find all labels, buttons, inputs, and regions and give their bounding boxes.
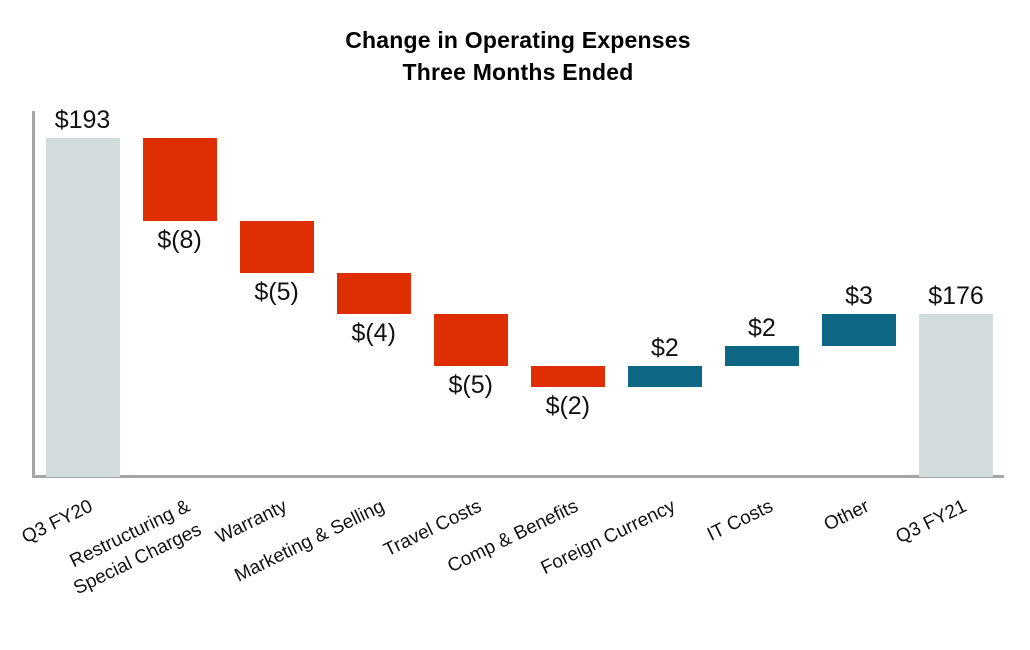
bar-other xyxy=(821,314,896,346)
x-label-other: Other xyxy=(820,494,874,538)
y-axis-line xyxy=(32,111,35,477)
bar-restructuring-special-charges xyxy=(142,138,217,222)
bar-it-costs xyxy=(724,345,799,367)
value-label-foreign-currency: $2 xyxy=(650,334,679,363)
bar-warranty xyxy=(239,221,314,273)
value-label-travel-costs: $(5) xyxy=(448,371,493,400)
bar-foreign-currency xyxy=(627,366,702,388)
value-label-it-costs: $2 xyxy=(748,313,776,342)
value-label-q3-fy20: $193 xyxy=(54,106,111,135)
chart-title: Change in Operating Expenses xyxy=(345,27,691,53)
x-axis-line xyxy=(32,475,1004,478)
bar-marketing-selling xyxy=(336,272,411,315)
x-label-line: Other xyxy=(821,495,874,536)
chart-subtitle: Three Months Ended xyxy=(402,59,634,85)
value-label-marketing-selling: $(4) xyxy=(351,319,396,348)
bar-q3-fy21 xyxy=(919,314,994,477)
bar-q3-fy20 xyxy=(45,138,120,477)
x-label-line: IT Costs xyxy=(703,495,777,546)
value-label-warranty: $(5) xyxy=(254,277,299,306)
x-label-line: Q3 FY21 xyxy=(892,495,971,549)
title-block: Change in Operating Expenses Three Month… xyxy=(33,24,1003,88)
bar-comp-benefits xyxy=(530,366,605,388)
value-label-restructuring-special-charges: $(8) xyxy=(157,226,202,255)
x-label-it-costs: IT Costs xyxy=(703,494,778,548)
bar-travel-costs xyxy=(433,314,508,367)
value-label-other: $3 xyxy=(845,282,873,311)
value-label-q3-fy21: $176 xyxy=(928,282,984,311)
value-label-comp-benefits: $(2) xyxy=(545,392,591,421)
x-label-q3-fy21: Q3 FY21 xyxy=(892,494,972,551)
